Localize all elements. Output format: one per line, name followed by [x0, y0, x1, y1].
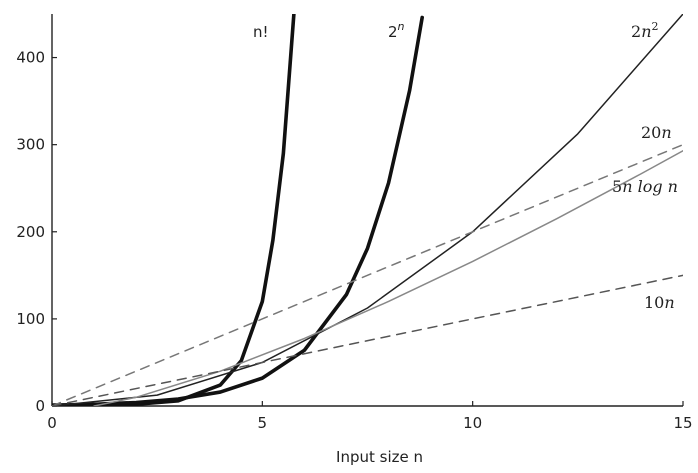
x-axis-title: Input size n [336, 448, 423, 466]
series-label-n: n! [253, 23, 269, 41]
series-label-10n: 10n [644, 293, 675, 312]
y-tick-label: 300 [16, 136, 45, 154]
series-line-2n-2 [52, 14, 683, 406]
x-tick-label: 10 [463, 414, 482, 432]
series-label-5n-log-n: 5n log n [612, 177, 678, 196]
series-layer [52, 14, 683, 406]
x-tick-label: 0 [47, 414, 57, 432]
axes-layer: 0 5 10 15 0 100 200 300 400 Input size n [16, 14, 693, 466]
series-labels-layer: n! 2n 2n2 20n 5n log n 10n [253, 20, 678, 312]
y-tick-label: 100 [16, 310, 45, 328]
series-line-2-n [52, 15, 424, 406]
series-line-20n [52, 143, 683, 406]
series-line-n [52, 14, 296, 406]
series-label-20n: 20n [641, 123, 672, 142]
y-tick-label: 400 [16, 49, 45, 67]
series-label-2-n: 2n [388, 20, 405, 41]
series-line-5n-log-n [93, 150, 683, 406]
series-label-2n-2: 2n2 [631, 20, 659, 41]
y-tick-label: 0 [35, 397, 45, 415]
y-tick-label: 200 [16, 223, 45, 241]
x-tick-label: 15 [673, 414, 692, 432]
x-tick-label: 5 [258, 414, 268, 432]
series-line-10n [52, 274, 683, 406]
